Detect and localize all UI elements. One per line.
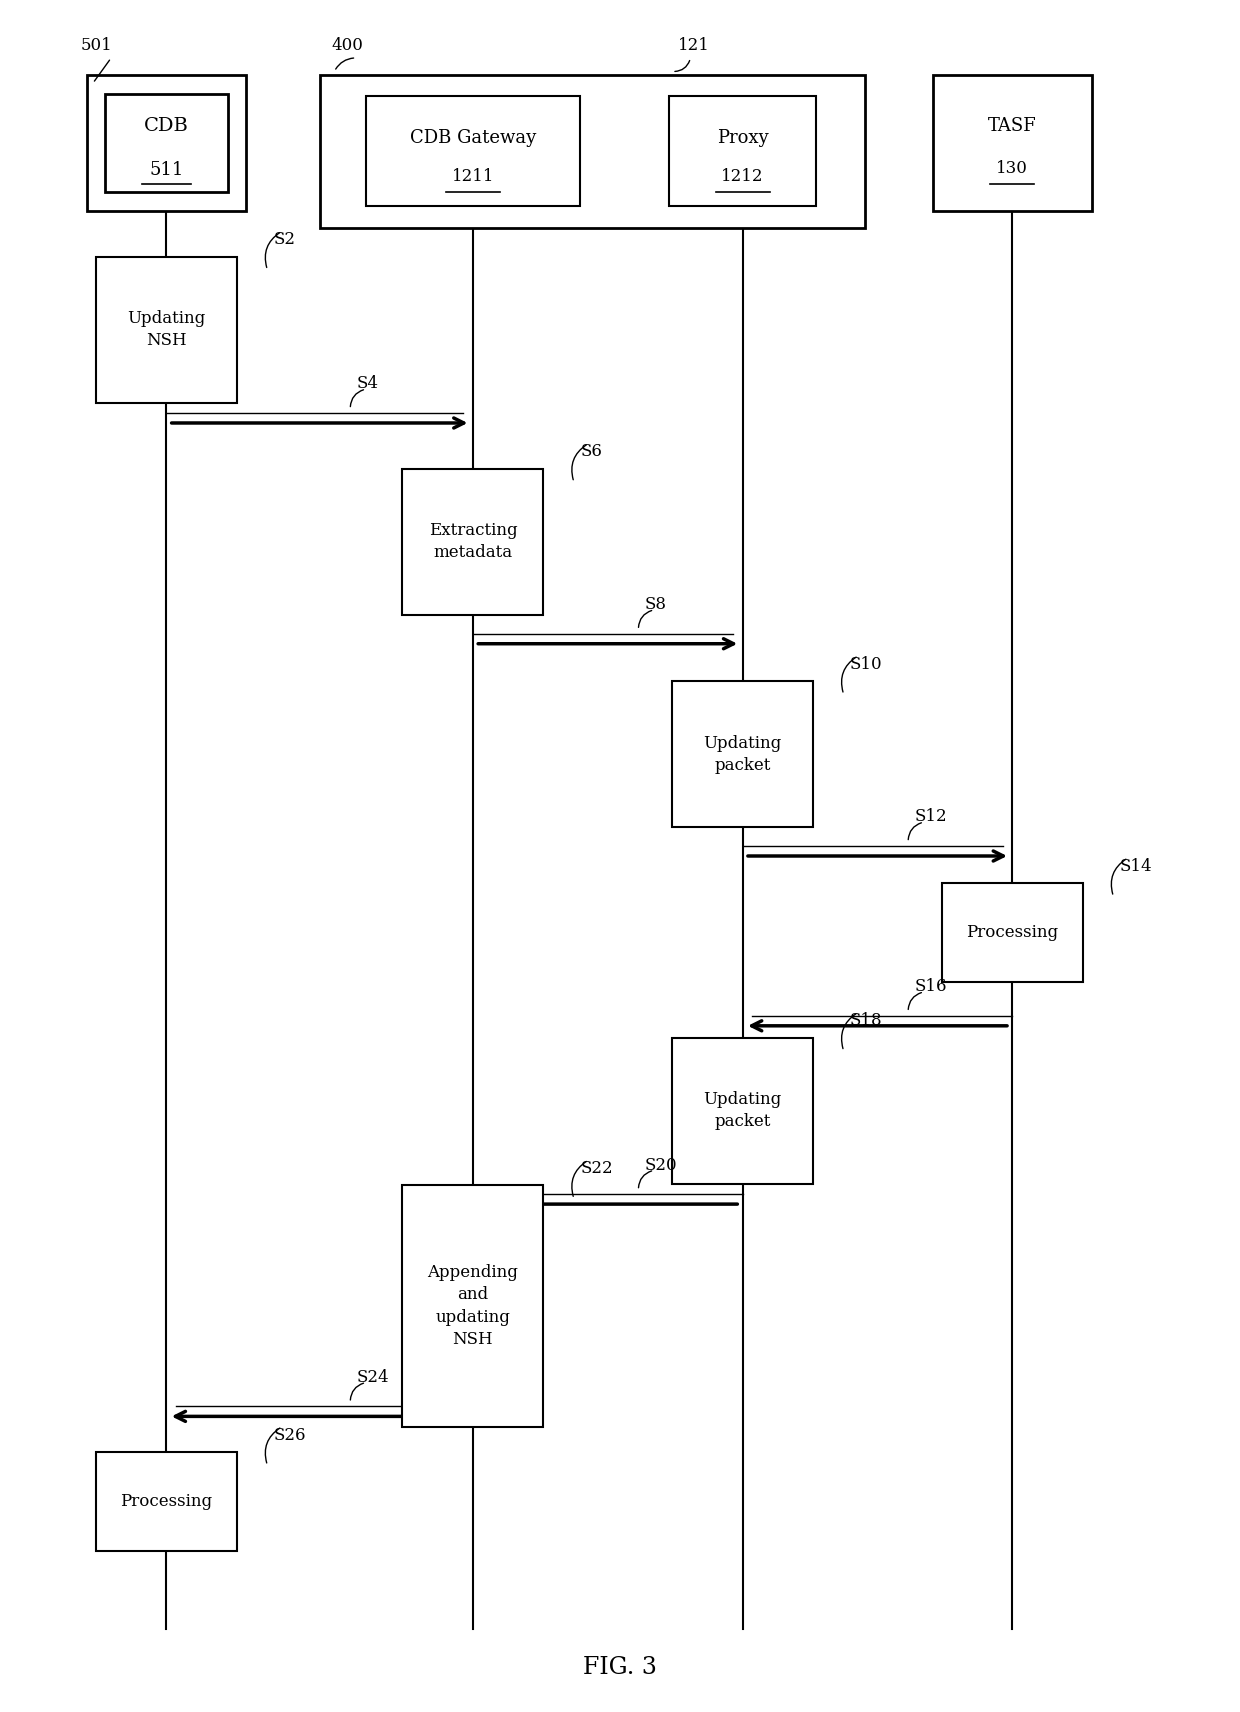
Text: S6: S6 <box>580 443 603 461</box>
Text: 130: 130 <box>997 159 1028 176</box>
Text: Updating
packet: Updating packet <box>703 734 781 774</box>
Text: S10: S10 <box>849 656 883 673</box>
Bar <box>942 883 1083 981</box>
Text: Proxy: Proxy <box>717 128 769 147</box>
Bar <box>402 469 543 615</box>
Text: Updating
NSH: Updating NSH <box>128 310 206 349</box>
Text: S14: S14 <box>1120 858 1152 875</box>
Text: 400: 400 <box>332 38 363 55</box>
Text: TASF: TASF <box>988 116 1037 135</box>
Bar <box>366 96 580 207</box>
Text: Appending
and
updating
NSH: Appending and updating NSH <box>428 1263 518 1347</box>
Text: 511: 511 <box>149 161 184 180</box>
Text: S22: S22 <box>580 1161 613 1176</box>
Text: 501: 501 <box>81 38 113 55</box>
Text: 1211: 1211 <box>451 168 494 185</box>
Text: Updating
packet: Updating packet <box>703 1091 781 1130</box>
Bar <box>95 1452 237 1551</box>
Text: S16: S16 <box>914 978 947 995</box>
Bar <box>105 94 228 192</box>
Text: 1212: 1212 <box>722 168 764 185</box>
Bar <box>402 1185 543 1426</box>
Text: S8: S8 <box>645 596 667 613</box>
Text: S18: S18 <box>849 1012 883 1029</box>
Bar <box>670 96 816 207</box>
Text: FIG. 3: FIG. 3 <box>583 1656 657 1679</box>
Text: S26: S26 <box>274 1426 306 1443</box>
Text: S12: S12 <box>914 808 947 825</box>
Bar <box>320 75 866 228</box>
Text: Processing: Processing <box>120 1493 212 1510</box>
Bar <box>932 75 1092 211</box>
Text: S24: S24 <box>356 1370 389 1385</box>
Text: S2: S2 <box>274 231 295 248</box>
Text: Processing: Processing <box>966 924 1059 942</box>
Text: CDB Gateway: CDB Gateway <box>409 128 536 147</box>
Text: CDB: CDB <box>144 116 188 135</box>
Text: S4: S4 <box>356 375 378 392</box>
Text: 121: 121 <box>678 38 711 55</box>
Bar <box>672 1037 813 1183</box>
Bar <box>87 75 246 211</box>
Text: Extracting
metadata: Extracting metadata <box>429 522 517 562</box>
Bar <box>672 681 813 827</box>
Bar <box>95 257 237 402</box>
Text: S20: S20 <box>645 1157 677 1173</box>
